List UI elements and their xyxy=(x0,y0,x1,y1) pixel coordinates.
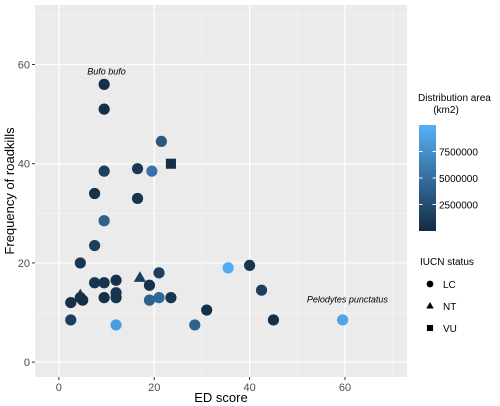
data-point xyxy=(98,165,110,177)
data-point xyxy=(133,271,147,282)
data-point xyxy=(98,277,110,289)
data-point xyxy=(89,239,101,252)
data-point xyxy=(189,319,201,331)
data-point xyxy=(98,215,110,227)
shape-legend-label: LC xyxy=(443,280,456,291)
data-point xyxy=(110,319,122,331)
x-tick-label: 20 xyxy=(148,382,160,394)
point-annotation: Pelodytes punctatus xyxy=(307,295,389,305)
axis-ticks: 0 20 40 60 0 20 40 60 xyxy=(18,60,351,394)
data-point xyxy=(255,284,268,296)
major-gridlines xyxy=(35,5,407,377)
color-legend-title-line: Distribution area xyxy=(418,93,491,104)
data-point xyxy=(267,314,280,326)
data-point xyxy=(153,292,165,304)
data-point xyxy=(65,314,77,326)
data-points xyxy=(65,78,349,331)
data-point xyxy=(201,304,213,316)
legend-square-icon xyxy=(426,324,434,332)
colorbar-label: 7500000 xyxy=(439,148,478,159)
legend-circle-icon xyxy=(426,280,434,288)
data-point xyxy=(146,165,158,177)
x-axis-title: ED score xyxy=(194,390,247,405)
data-point xyxy=(165,292,177,304)
data-point xyxy=(143,279,156,291)
data-point xyxy=(98,292,110,304)
colorbar-label: 5000000 xyxy=(439,174,478,185)
color-legend-title: Distribution area (km2) xyxy=(418,93,491,116)
data-point xyxy=(131,163,144,175)
point-annotation: Bufo bufo xyxy=(87,66,126,76)
x-tick-label: 0 xyxy=(56,382,62,394)
y-tick-label: 20 xyxy=(18,258,30,270)
data-point xyxy=(131,192,144,205)
color-legend: Distribution area (km2) 2500000 5000000 750… xyxy=(418,93,491,231)
data-point xyxy=(110,274,122,286)
data-point xyxy=(110,292,122,304)
shape-legend-label: NT xyxy=(443,302,456,313)
data-point xyxy=(89,277,101,289)
y-tick-label: 40 xyxy=(18,159,30,171)
colorbar xyxy=(419,125,436,231)
x-tick-label: 40 xyxy=(243,382,255,394)
y-tick-label: 60 xyxy=(18,60,30,72)
data-point xyxy=(155,135,167,147)
data-point xyxy=(74,292,86,304)
data-point xyxy=(153,267,165,279)
data-point xyxy=(65,297,77,309)
data-point xyxy=(98,78,110,90)
data-point xyxy=(165,158,176,169)
shape-legend-label: VU xyxy=(443,324,457,335)
y-tick-label: 0 xyxy=(24,357,30,369)
colorbar-ticks: 2500000 5000000 7500000 xyxy=(419,148,478,212)
shape-legend-title: IUCN status xyxy=(420,257,474,268)
legend-triangle-icon xyxy=(426,301,434,309)
data-point xyxy=(337,314,349,326)
data-point xyxy=(244,259,256,271)
shape-legend: IUCN status LC NT VU xyxy=(420,257,474,335)
data-point xyxy=(98,103,110,115)
colorbar-label: 2500000 xyxy=(439,201,478,212)
data-point xyxy=(222,262,234,274)
color-legend-title-line: (km2) xyxy=(433,105,459,116)
x-tick-label: 60 xyxy=(339,382,351,394)
data-point xyxy=(89,187,101,200)
annotations: Bufo bufo Pelodytes punctatus xyxy=(87,66,388,304)
data-point xyxy=(74,257,86,269)
data-point xyxy=(143,294,156,306)
y-axis-title: Frequency of roadkills xyxy=(2,127,17,255)
